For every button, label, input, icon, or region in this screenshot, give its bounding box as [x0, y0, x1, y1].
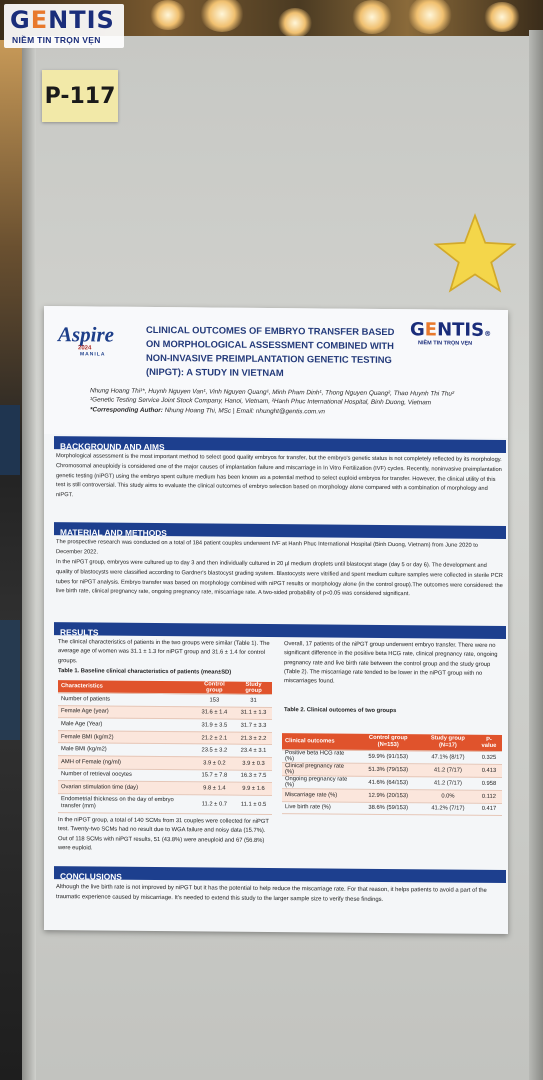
- background-wall: [0, 40, 24, 1080]
- methods-text-2: In the niPGT group, embryos were culture…: [56, 559, 503, 598]
- watermark-brand: GENTIS: [10, 6, 115, 34]
- board-frame: [529, 30, 543, 1080]
- poster-logo: GENTIS® NIỀM TIN TRỌN VẸN: [410, 319, 502, 347]
- light-bulb: [484, 2, 520, 32]
- poster-header: Aspire 2024 MANILA CLINICAL OUTCOMES OF …: [44, 306, 508, 439]
- light-bulb: [278, 8, 312, 38]
- corresponding-author: *Corresponding Author: Nhung Hoang Thi, …: [90, 406, 325, 415]
- table2-header: Study group (N=17): [419, 734, 476, 752]
- table2-header: Control group (N=153): [356, 733, 420, 751]
- results-right-intro: Overall, 17 patients of the niPGT group …: [284, 641, 498, 685]
- section-header-methods: MATERIAL AND METHODS: [54, 522, 506, 540]
- table1-header: Control group: [193, 681, 236, 695]
- table1-caption: Table 1. Baseline clinical characteristi…: [58, 668, 232, 676]
- table1-header: Study group: [235, 681, 272, 695]
- table2-caption: Table 2. Clinical outcomes of two groups: [284, 707, 397, 715]
- light-bulb: [200, 0, 244, 32]
- corresponding-info: Nhung Hoang Thi, MSc | Email: nhunght@ge…: [164, 407, 325, 416]
- conference-name: Aspire: [58, 322, 115, 347]
- scientific-poster: Aspire 2024 MANILA CLINICAL OUTCOMES OF …: [44, 306, 508, 935]
- corresponding-label: *Corresponding Author:: [90, 406, 163, 415]
- board-frame: [22, 36, 36, 1080]
- poster-title: CLINICAL OUTCOMES OF EMBRYO TRANSFER BAS…: [146, 323, 395, 379]
- watermark-tagline: NIỀM TIN TRỌN VẸN: [12, 35, 101, 45]
- table2-header: Clinical outcomes: [282, 733, 357, 751]
- conference-logo: Aspire 2024 MANILA: [58, 322, 136, 377]
- poster-logo-tagline: NIỀM TIN TRỌN VẸN: [418, 340, 473, 347]
- section-header-conclusions: CONCLUSIONS: [54, 866, 506, 884]
- section-header-results: RESULTS: [54, 622, 506, 640]
- watermark-logo: GENTIS NIỀM TIN TRỌN VẸN: [4, 4, 124, 48]
- board-number: P-117: [44, 83, 116, 109]
- background-sign: [0, 620, 20, 740]
- star-sticker-icon: [433, 212, 517, 293]
- light-bulb: [352, 0, 392, 34]
- background-sign: [0, 405, 20, 475]
- table2-header: P-value: [475, 734, 502, 752]
- table1-header: Characteristics: [58, 680, 194, 694]
- light-bulb: [408, 0, 452, 34]
- results-left-intro: The clinical characteristics of patients…: [58, 639, 270, 664]
- conclusions-text: Although the live birth rate is not impr…: [56, 884, 487, 903]
- table-clinical-outcomes: Clinical outcomes Control group (N=153) …: [282, 733, 502, 816]
- board-number-tag: P-117: [42, 70, 118, 122]
- light-bulb: [150, 0, 186, 30]
- section-header-background: BACKGROUND AND AIMS: [54, 436, 506, 454]
- author-list: Nhung Hoang Thi¹*, Huynh Nguyen Van¹, Vi…: [90, 386, 502, 408]
- table-row: Endometrial thickness on the day of embr…: [58, 793, 272, 815]
- background-text: Morphological assessment is the most imp…: [56, 453, 502, 499]
- results-left-outro: In the niPGT group, a total of 140 SCMs …: [58, 817, 269, 852]
- table-baseline-characteristics: Characteristics Control group Study grou…: [58, 680, 272, 815]
- conference-city: MANILA: [80, 351, 106, 358]
- table-row: Live birth rate (%) 38.6% (59/153) 41.2% (…: [282, 801, 502, 816]
